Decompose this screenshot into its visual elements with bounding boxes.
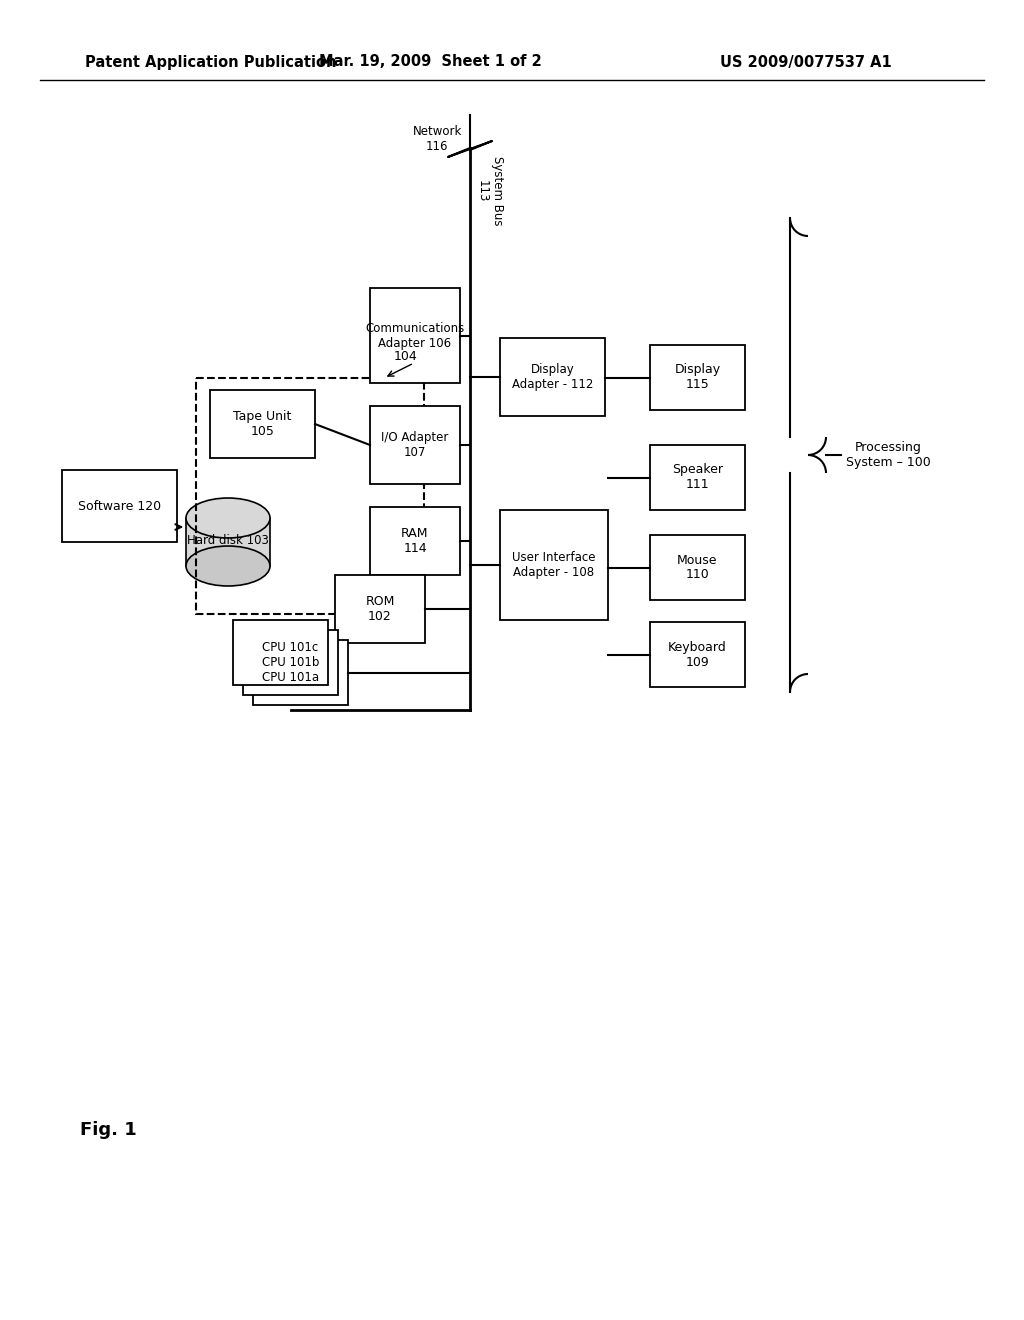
Text: ROM
102: ROM 102: [366, 595, 394, 623]
Bar: [650, 622, 745, 686]
Bar: [186, 517, 270, 566]
Bar: [243, 630, 338, 696]
Text: Display
Adapter - 112: Display Adapter - 112: [512, 363, 593, 391]
Bar: [370, 407, 460, 484]
Text: Keyboard
109: Keyboard 109: [668, 640, 727, 668]
Bar: [196, 378, 424, 614]
Text: Communications
Adapter 106: Communications Adapter 106: [366, 322, 465, 350]
Text: Processing
System – 100: Processing System – 100: [846, 441, 931, 469]
Text: Software 120: Software 120: [78, 499, 161, 512]
Text: CPU 101c
CPU 101b
CPU 101a: CPU 101c CPU 101b CPU 101a: [262, 642, 319, 684]
Text: System Bus
113: System Bus 113: [476, 156, 504, 226]
Bar: [370, 507, 460, 576]
Bar: [500, 510, 608, 620]
Text: User Interface
Adapter - 108: User Interface Adapter - 108: [512, 550, 596, 579]
Text: Tape Unit
105: Tape Unit 105: [233, 411, 292, 438]
Text: Patent Application Publication: Patent Application Publication: [85, 54, 337, 70]
Text: I/O Adapter
107: I/O Adapter 107: [381, 432, 449, 459]
Ellipse shape: [186, 546, 270, 586]
Text: Fig. 1: Fig. 1: [80, 1121, 137, 1139]
Text: 104: 104: [394, 350, 418, 363]
Text: Display
115: Display 115: [675, 363, 721, 392]
Bar: [370, 288, 460, 383]
Text: RAM
114: RAM 114: [401, 527, 429, 554]
Bar: [650, 445, 745, 510]
Bar: [650, 345, 745, 411]
Ellipse shape: [186, 498, 270, 539]
Bar: [335, 576, 425, 643]
Bar: [500, 338, 605, 416]
Bar: [62, 470, 177, 543]
Bar: [253, 640, 348, 705]
Text: Network
116: Network 116: [413, 125, 462, 153]
Text: Mar. 19, 2009  Sheet 1 of 2: Mar. 19, 2009 Sheet 1 of 2: [318, 54, 542, 70]
Bar: [233, 620, 328, 685]
Bar: [650, 535, 745, 601]
Text: Speaker
111: Speaker 111: [672, 463, 723, 491]
Bar: [210, 389, 315, 458]
Text: Hard disk 103: Hard disk 103: [187, 533, 269, 546]
Text: Mouse
110: Mouse 110: [677, 553, 718, 582]
Text: US 2009/0077537 A1: US 2009/0077537 A1: [720, 54, 892, 70]
